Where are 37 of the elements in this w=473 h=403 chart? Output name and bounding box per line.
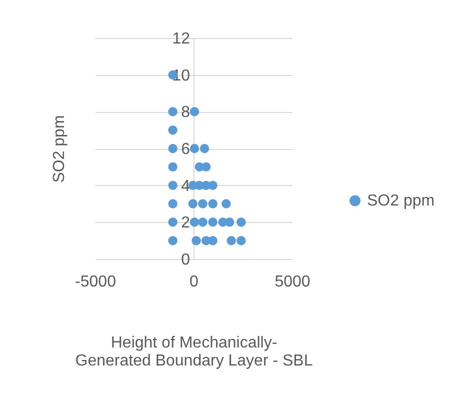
point [168, 107, 178, 116]
y-tick-label: 8 [181, 104, 190, 122]
point [168, 236, 178, 246]
y-axis-title: SO2 ppm [51, 115, 68, 183]
point [168, 199, 178, 208]
y-tick-label: 0 [181, 252, 190, 268]
point [190, 107, 200, 116]
x-tick-label: 5000 [274, 274, 310, 290]
point [208, 180, 218, 190]
point [208, 236, 218, 246]
point [222, 199, 231, 208]
point [168, 180, 178, 190]
point [208, 199, 218, 208]
point [190, 218, 200, 227]
legend-label: SO2 ppm [367, 192, 435, 210]
point [168, 162, 178, 172]
point [168, 144, 178, 154]
point [236, 236, 246, 246]
point [168, 218, 178, 227]
point [208, 218, 218, 227]
point [198, 199, 208, 208]
point [192, 236, 201, 246]
point [190, 144, 200, 154]
x-tick-label: -5000 [75, 274, 116, 290]
y-tick-label: 4 [181, 178, 190, 195]
point [236, 218, 246, 227]
point [202, 162, 211, 172]
y-tick-label: 6 [181, 141, 190, 158]
point [226, 236, 236, 246]
point [168, 125, 178, 135]
point [198, 218, 208, 227]
y-tick-label: 12 [172, 30, 190, 48]
point [188, 199, 198, 208]
point [224, 218, 234, 227]
y-tick-label: 2 [181, 214, 190, 232]
x-axis-title: Height of Mechanically-Generated Boundary Layer - SBL [75, 334, 313, 370]
point [200, 144, 210, 154]
